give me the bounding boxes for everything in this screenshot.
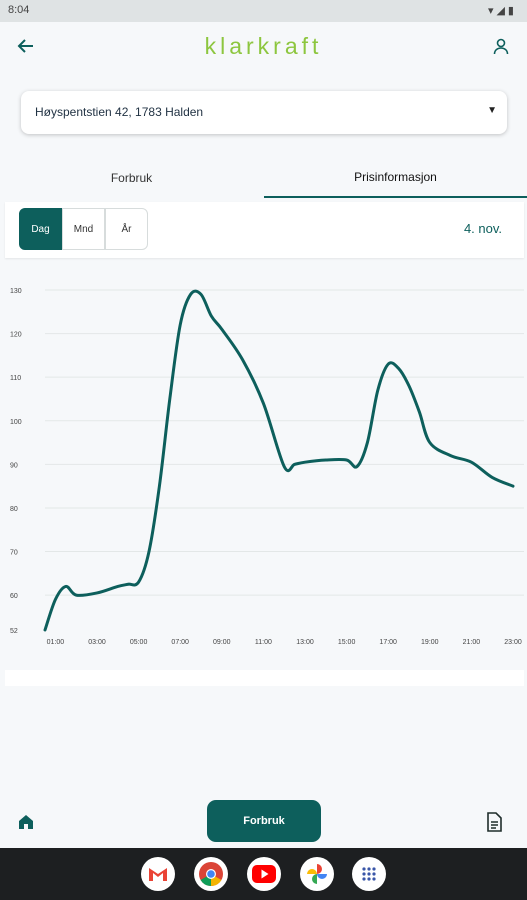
address-dropdown[interactable]: Høyspentstien 42, 1783 Halden ▼	[21, 91, 507, 134]
x-tick-label: 13:00	[296, 639, 314, 646]
period-day-button[interactable]: Dag	[19, 208, 62, 250]
lower-card	[5, 670, 524, 686]
x-tick-label: 03:00	[88, 639, 106, 646]
status-icons: ▾◢▮	[487, 5, 517, 17]
x-tick-label: 19:00	[421, 639, 439, 646]
x-tick-label: 17:00	[379, 639, 397, 646]
tab-forbruk[interactable]: Forbruk	[110, 171, 153, 185]
x-tick-label: 05:00	[130, 639, 148, 646]
period-year-button[interactable]: År	[105, 208, 148, 250]
y-tick-label: 70	[10, 550, 18, 557]
tab-prisinformasjon[interactable]: Prisinformasjon	[264, 158, 527, 198]
x-tick-label: 23:00	[504, 639, 522, 646]
period-month-button[interactable]: Mnd	[62, 208, 105, 250]
home-icon	[19, 815, 33, 829]
home-button[interactable]	[14, 810, 38, 834]
profile-button[interactable]	[487, 32, 515, 60]
x-tick-label: 01:00	[47, 639, 65, 646]
address-value: Høyspentstien 42, 1783 Halden	[35, 105, 204, 119]
x-tick-label: 15:00	[338, 639, 356, 646]
forbruk-button[interactable]: Forbruk	[207, 800, 321, 842]
photos-icon[interactable]	[300, 857, 334, 891]
brand-logo: klarkraft	[204, 33, 323, 59]
chrome-icon[interactable]	[194, 857, 228, 891]
y-tick-label: 60	[10, 593, 18, 600]
date-label[interactable]: 4. nov.	[463, 221, 502, 236]
x-tick-label: 09:00	[213, 639, 231, 646]
period-bar: Dag Mnd År 4. nov.	[5, 202, 524, 258]
price-chart: 130 120 110 100 90 80 70 60 52 01:00 03:00 05:00 07:…	[5, 262, 524, 660]
y-tick-label: 80	[10, 506, 18, 513]
document-button[interactable]	[483, 810, 505, 834]
y-tick-label: 100	[10, 419, 22, 426]
taskbar	[0, 848, 527, 900]
x-tick-label: 07:00	[171, 639, 189, 646]
x-tick-label: 21:00	[463, 639, 481, 646]
y-tick-label: 120	[10, 332, 22, 339]
app-drawer-icon[interactable]	[352, 857, 386, 891]
youtube-icon[interactable]	[247, 857, 281, 891]
back-button[interactable]	[12, 32, 40, 60]
x-tick-label: 11:00	[255, 639, 272, 646]
arrow-left-icon	[17, 39, 33, 53]
y-tick-label: 130	[10, 288, 22, 295]
tab-bar: Forbruk Prisinformasjon	[0, 158, 527, 198]
y-tick-label: 110	[10, 375, 21, 382]
price-series-line	[43, 289, 515, 632]
y-tick-label: 90	[10, 462, 18, 469]
person-icon	[493, 38, 509, 55]
chevron-down-icon: ▼	[487, 105, 497, 116]
status-bar: 8:04 ▾◢▮	[0, 0, 527, 22]
app-bar: klarkraft	[0, 22, 527, 72]
bottom-nav: Forbruk	[0, 796, 527, 846]
price-line-chart: 130 120 110 100 90 80 70 60 52 01:00 03:00 05:00 07:…	[10, 288, 524, 646]
gmail-icon[interactable]	[141, 857, 175, 891]
status-time: 8:04	[8, 4, 30, 16]
document-icon	[487, 812, 502, 832]
y-tick-label: 52	[10, 628, 18, 635]
